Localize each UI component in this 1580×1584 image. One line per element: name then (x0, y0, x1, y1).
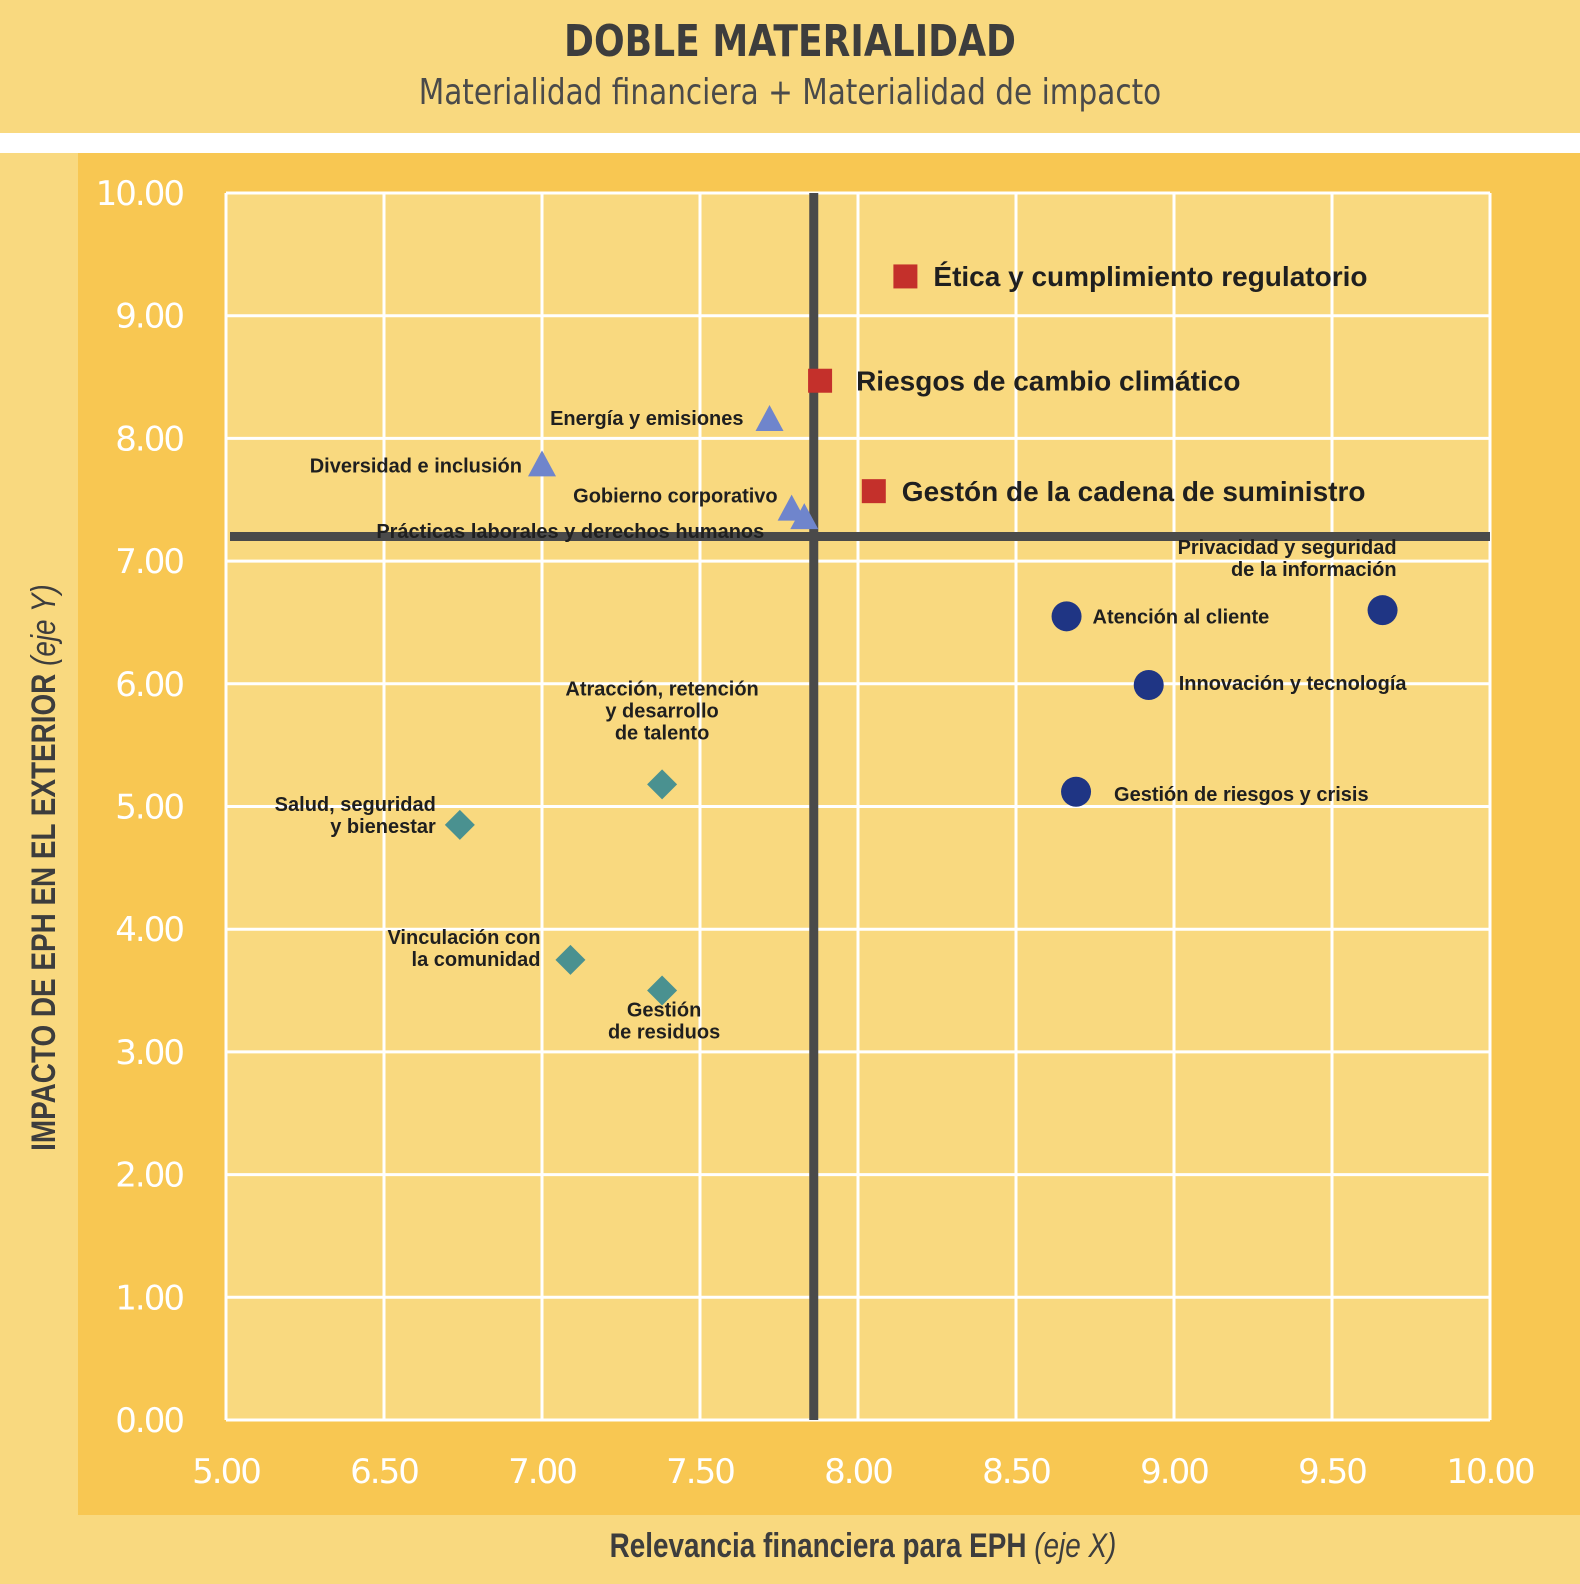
y-axis-label-note: (eje Y) (25, 584, 63, 667)
point-label: la comunidad (412, 949, 541, 971)
x-tick-label: 9.50 (1298, 1452, 1366, 1492)
x-axis-label: Relevancia financiera para EPH (eje X) (78, 1527, 1580, 1566)
point-label: Salud, seguridad (275, 794, 436, 816)
x-tick-label: 7.50 (666, 1452, 734, 1492)
point-square-marker (893, 264, 918, 289)
point-triangle-marker (755, 404, 784, 431)
point-label: Prácticas laborales y derechos humanos (376, 521, 764, 543)
y-tick-label: 8.00 (115, 419, 183, 459)
point-label: Energía y emisiones (550, 408, 743, 430)
point-label: Gestión (627, 1000, 701, 1022)
point-triangle-marker (790, 503, 819, 530)
point-circle-marker (1051, 601, 1082, 632)
point-label: Innovación y tecnología (1179, 673, 1408, 695)
point-label: de talento (615, 722, 709, 744)
point-label: Gestión de riesgos y crisis (1114, 784, 1369, 806)
y-tick-label: 6.00 (115, 665, 183, 705)
point-label: Gestón de la cadena de suministro (902, 476, 1366, 507)
point-triangle-marker (528, 450, 556, 477)
y-axis-band (0, 153, 78, 1584)
x-axis-band (78, 1515, 1580, 1584)
point-circle-marker (1133, 670, 1164, 701)
x-tick-label: 8.00 (824, 1452, 892, 1492)
point-square-marker (808, 368, 833, 393)
x-tick-label: 6.50 (350, 1452, 418, 1492)
point-label: Privacidad y seguridad (1178, 537, 1397, 559)
point-label: Riesgos de cambio climático (856, 366, 1240, 397)
point-label: Vinculación con (387, 927, 540, 949)
y-tick-label: 0.00 (115, 1401, 183, 1441)
x-tick-label: 5.00 (192, 1452, 260, 1492)
chart-subtitle: Materialidad financiera + Materialidad d… (418, 72, 1162, 113)
point-label: Ética y cumplimiento regulatorio (933, 261, 1367, 292)
x-tick-label: 10.00 (1446, 1452, 1534, 1492)
y-tick-label: 10.00 (96, 174, 184, 214)
y-tick-label: 4.00 (115, 910, 183, 950)
x-tick-label: 8.50 (982, 1452, 1050, 1492)
chart-title: DOBLE MATERIALIDAD (564, 16, 1016, 67)
point-label: de la información (1231, 559, 1397, 581)
point-diamond-marker (444, 809, 475, 840)
y-axis-label: IMPACTO DE EPH EN EL EXTERIOR (eje Y) (19, 418, 69, 1318)
y-tick-label: 5.00 (115, 788, 183, 828)
point-label: Atracción, retención (565, 678, 758, 700)
y-tick-label: 3.00 (115, 1033, 183, 1073)
point-circle-marker (1367, 595, 1398, 626)
point-label: Diversidad e inclusión (310, 455, 522, 477)
point-label: Atención al cliente (1093, 606, 1270, 628)
y-tick-label: 7.00 (115, 542, 183, 582)
point-label: de residuos (608, 1022, 720, 1044)
y-axis-label-main: IMPACTO DE EPH EN EL EXTERIOR (25, 674, 63, 1152)
point-diamond-marker (647, 975, 678, 1006)
header-band: DOBLE MATERIALIDAD Materialidad financie… (0, 0, 1580, 133)
point-label: y desarrollo (605, 700, 718, 722)
y-tick-label: 9.00 (115, 297, 183, 337)
x-axis-label-note: (eje X) (1034, 1527, 1117, 1565)
x-axis-label-main: Relevancia financiera para EPH (609, 1527, 1027, 1565)
point-diamond-marker (647, 769, 678, 800)
y-tick-label: 1.00 (115, 1278, 183, 1318)
point-label: Gobierno corporativo (573, 486, 777, 508)
point-diamond-marker (555, 944, 586, 975)
point-circle-marker (1061, 776, 1092, 807)
y-tick-label: 2.00 (115, 1156, 183, 1196)
x-tick-label: 9.00 (1140, 1452, 1208, 1492)
point-label: y bienestar (330, 816, 436, 838)
x-tick-label: 7.00 (508, 1452, 576, 1492)
point-square-marker (861, 479, 886, 504)
